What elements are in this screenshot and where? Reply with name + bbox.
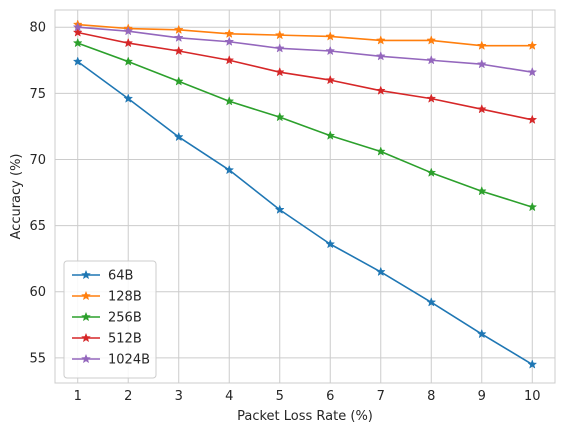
series-128b bbox=[72, 19, 538, 50]
legend: 64B 128B 256B 512B 1024B bbox=[63, 260, 157, 379]
x-tick-labels: 1 2 3 4 5 6 7 8 9 10 bbox=[74, 389, 541, 404]
data-point bbox=[375, 51, 386, 61]
legend-marker bbox=[81, 269, 91, 280]
y-tick-label: 80 bbox=[29, 21, 46, 36]
data-point bbox=[325, 45, 336, 56]
series-512b bbox=[72, 27, 538, 124]
series-group bbox=[72, 19, 538, 369]
data-point bbox=[72, 27, 83, 37]
x-tick-label: 1 bbox=[74, 389, 82, 404]
series-line bbox=[77, 60, 533, 366]
data-point bbox=[224, 36, 235, 46]
data-point bbox=[274, 29, 285, 40]
x-tick-label: 4 bbox=[225, 389, 233, 404]
data-point bbox=[274, 204, 285, 214]
legend-marker bbox=[81, 332, 91, 343]
series-1024b bbox=[72, 21, 538, 77]
legend-entry: 128B bbox=[72, 290, 142, 305]
data-point bbox=[476, 59, 487, 69]
data-point bbox=[325, 74, 336, 85]
data-point bbox=[173, 32, 184, 42]
data-point bbox=[527, 201, 538, 212]
data-point bbox=[274, 111, 285, 122]
legend-entry: 256B bbox=[72, 311, 142, 326]
y-tick-label: 65 bbox=[29, 219, 46, 234]
y-axis-label: Accuracy (%) bbox=[9, 154, 24, 240]
data-point bbox=[173, 45, 184, 56]
data-point bbox=[325, 238, 336, 249]
legend-label: 256B bbox=[108, 311, 142, 326]
legend-marker bbox=[81, 311, 91, 322]
data-point bbox=[426, 35, 437, 45]
x-tick-label: 6 bbox=[326, 389, 334, 404]
data-point bbox=[375, 266, 386, 277]
x-tick-label: 10 bbox=[524, 389, 541, 404]
data-point bbox=[375, 85, 386, 95]
x-tick-label: 7 bbox=[377, 389, 385, 404]
data-point bbox=[123, 37, 134, 48]
data-point bbox=[476, 103, 487, 114]
legend-label: 1024B bbox=[108, 353, 150, 368]
data-point bbox=[325, 130, 336, 140]
data-point bbox=[375, 35, 386, 45]
x-tick-label: 8 bbox=[427, 389, 435, 404]
data-point bbox=[274, 66, 285, 77]
legend-marker bbox=[81, 290, 91, 301]
data-point bbox=[274, 43, 285, 53]
data-point bbox=[224, 28, 235, 39]
y-tick-label: 70 bbox=[29, 153, 46, 168]
legend-entry: 1024B bbox=[72, 353, 150, 368]
legend-entry: 64B bbox=[72, 269, 133, 284]
data-point bbox=[72, 56, 83, 66]
data-point bbox=[527, 66, 538, 77]
data-point bbox=[224, 96, 235, 106]
x-tick-label: 9 bbox=[478, 389, 486, 404]
data-point bbox=[426, 55, 437, 65]
y-tick-label: 75 bbox=[29, 87, 46, 102]
data-point bbox=[426, 93, 437, 103]
legend-label: 128B bbox=[108, 290, 142, 305]
series-64b bbox=[72, 56, 538, 369]
y-tick-label: 55 bbox=[29, 351, 46, 366]
data-point bbox=[173, 24, 184, 35]
series-256b bbox=[72, 37, 538, 212]
legend-entry: 512B bbox=[72, 332, 142, 347]
data-point bbox=[224, 55, 235, 65]
series-line bbox=[77, 26, 533, 73]
data-point bbox=[426, 167, 437, 177]
x-axis-label: Packet Loss Rate (%) bbox=[237, 409, 373, 424]
grid bbox=[55, 10, 555, 383]
x-tick-label: 5 bbox=[276, 389, 284, 404]
legend-marker bbox=[81, 353, 91, 364]
y-tick-labels: 55 60 65 70 75 80 bbox=[29, 21, 46, 367]
series-line bbox=[77, 42, 533, 208]
data-point bbox=[224, 164, 235, 175]
legend-label: 64B bbox=[108, 269, 133, 284]
data-point bbox=[72, 37, 83, 48]
x-tick-label: 3 bbox=[175, 389, 183, 404]
data-point bbox=[123, 25, 134, 36]
data-point bbox=[527, 40, 538, 50]
data-point bbox=[527, 114, 538, 124]
x-tick-label: 2 bbox=[124, 389, 132, 404]
series-line bbox=[77, 23, 533, 47]
series-line bbox=[77, 31, 533, 121]
data-point bbox=[476, 40, 487, 50]
legend-label: 512B bbox=[108, 332, 142, 347]
data-point bbox=[527, 359, 538, 369]
data-point bbox=[123, 56, 134, 66]
data-point bbox=[173, 131, 184, 142]
data-point bbox=[375, 146, 386, 156]
y-tick-label: 60 bbox=[29, 285, 46, 300]
data-point bbox=[123, 93, 134, 103]
data-point bbox=[72, 21, 83, 32]
data-point bbox=[476, 186, 487, 196]
plot-frame bbox=[54, 9, 556, 384]
data-point bbox=[173, 76, 184, 86]
data-point bbox=[325, 31, 336, 41]
data-point bbox=[426, 297, 437, 307]
data-point bbox=[476, 328, 487, 339]
legend-box bbox=[63, 260, 157, 379]
